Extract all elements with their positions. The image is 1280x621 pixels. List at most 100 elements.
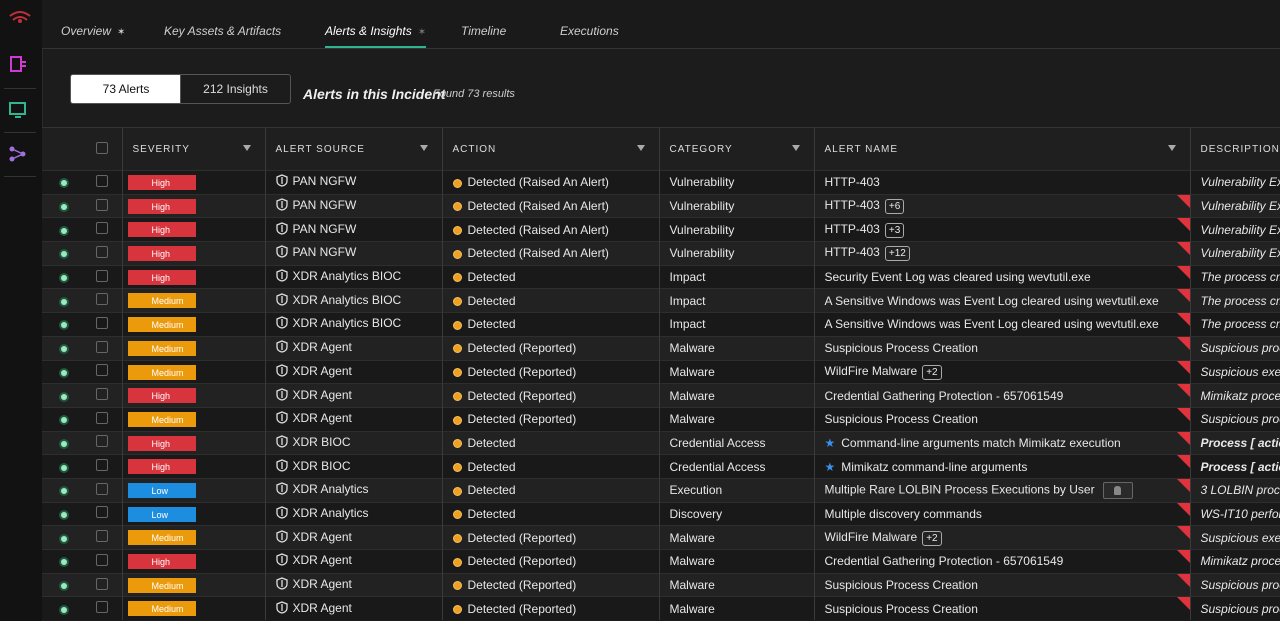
category-text: Malware: [670, 412, 715, 426]
filter-icon[interactable]: [1168, 145, 1176, 151]
row-checkbox[interactable]: [96, 175, 108, 187]
row-checkbox[interactable]: [96, 412, 108, 424]
tab[interactable]: Alerts & Insights✶: [325, 0, 426, 48]
source-icon: [276, 293, 288, 309]
filter-icon[interactable]: [792, 145, 800, 151]
row-checkbox[interactable]: [96, 459, 108, 471]
flag-corner: [1177, 526, 1190, 539]
severity-cell: Medium: [122, 289, 265, 313]
flag-corner: [1177, 479, 1190, 492]
severity-cell: Medium: [122, 573, 265, 597]
logo[interactable]: [7, 8, 33, 28]
user-icon[interactable]: [1103, 482, 1133, 499]
row-checkbox[interactable]: [96, 270, 108, 282]
filter-icon[interactable]: [420, 145, 428, 151]
alert-row[interactable]: HighXDR AgentDetected (Reported)MalwareC…: [42, 384, 1280, 408]
category-text: Credential Access: [670, 460, 766, 474]
row-checkbox[interactable]: [96, 483, 108, 495]
status-cell: [42, 407, 88, 431]
alert-row[interactable]: LowXDR AnalyticsDetectedExecutionMultipl…: [42, 478, 1280, 502]
alert-row[interactable]: MediumXDR AgentDetected (Reported)Malwar…: [42, 526, 1280, 550]
nav-icon[interactable]: [7, 54, 29, 74]
alert-row[interactable]: MediumXDR AgentDetected (Reported)Malwar…: [42, 360, 1280, 384]
alert-row[interactable]: HighXDR Analytics BIOCDetectedImpactSecu…: [42, 265, 1280, 289]
column-header: CATEGORY: [659, 128, 814, 171]
alert-name: WildFire Malware: [825, 364, 918, 378]
source-icon: [276, 269, 288, 285]
description-text: Suspicious proce: [1201, 578, 1280, 592]
source-icon: [276, 198, 288, 214]
alert-row[interactable]: HighPAN NGFWDetected (Raised An Alert)Vu…: [42, 194, 1280, 218]
count-badge[interactable]: +2: [922, 531, 941, 546]
row-checkbox[interactable]: [96, 435, 108, 447]
alert-row[interactable]: MediumXDR AgentDetected (Reported)Malwar…: [42, 573, 1280, 597]
alert-row[interactable]: MediumXDR AgentDetected (Reported)Malwar…: [42, 336, 1280, 360]
row-checkbox[interactable]: [96, 388, 108, 400]
count-badge[interactable]: +12: [885, 246, 910, 261]
row-checkbox[interactable]: [96, 506, 108, 518]
toggle-button[interactable]: 73 Alerts: [70, 74, 182, 104]
alert-row[interactable]: MediumXDR AgentDetected (Reported)Malwar…: [42, 407, 1280, 431]
alert-row[interactable]: HighPAN NGFWDetected (Raised An Alert)Vu…: [42, 242, 1280, 266]
row-checkbox[interactable]: [96, 530, 108, 542]
category-cell: Malware: [659, 573, 814, 597]
alert-name: Suspicious Process Creation: [825, 412, 978, 426]
row-checkbox[interactable]: [96, 199, 108, 211]
severity-cell: Medium: [122, 313, 265, 337]
alert-row[interactable]: HighXDR BIOCDetectedCredential Access★Mi…: [42, 455, 1280, 479]
description-cell: WS-IT10 perfor: [1190, 502, 1280, 526]
row-checkbox[interactable]: [96, 293, 108, 305]
severity-badge: High: [128, 246, 196, 261]
tab[interactable]: Timeline: [461, 0, 506, 48]
count-badge[interactable]: +2: [922, 365, 941, 380]
action-cell: Detected: [442, 431, 659, 455]
filter-icon[interactable]: [243, 145, 251, 151]
nav-icon[interactable]: [7, 144, 29, 164]
flag-corner: [1177, 432, 1190, 445]
name-cell: Multiple discovery commands: [814, 502, 1190, 526]
flag-corner: [1177, 337, 1190, 350]
tab[interactable]: Executions: [560, 0, 619, 48]
row-checkbox[interactable]: [96, 601, 108, 613]
action-icon: [453, 581, 462, 590]
source-cell: XDR Agent: [265, 573, 442, 597]
row-checkbox[interactable]: [96, 222, 108, 234]
alert-row[interactable]: MediumXDR AgentDetected (Reported)Malwar…: [42, 597, 1280, 620]
row-checkbox[interactable]: [96, 578, 108, 590]
status-dot: [61, 394, 67, 400]
alert-row[interactable]: HighPAN NGFWDetected (Raised An Alert)Vu…: [42, 171, 1280, 195]
alert-row[interactable]: HighXDR BIOCDetectedCredential Access★Co…: [42, 431, 1280, 455]
select-all[interactable]: [96, 142, 108, 154]
action-cell: Detected (Reported): [442, 573, 659, 597]
row-checkbox[interactable]: [96, 364, 108, 376]
alert-row[interactable]: MediumXDR Analytics BIOCDetectedImpactA …: [42, 289, 1280, 313]
row-checkbox[interactable]: [96, 341, 108, 353]
count-badge[interactable]: +3: [885, 223, 904, 238]
alert-name: Mimikatz command-line arguments: [841, 460, 1027, 474]
alert-row[interactable]: MediumXDR Analytics BIOCDetectedImpactA …: [42, 313, 1280, 337]
alert-name: Multiple discovery commands: [825, 507, 982, 521]
tab[interactable]: Overview✶: [61, 0, 125, 48]
row-checkbox[interactable]: [96, 246, 108, 258]
source-text: XDR Agent: [293, 411, 352, 425]
name-cell: HTTP-403: [814, 171, 1190, 195]
filter-icon[interactable]: [637, 145, 645, 151]
action-cell: Detected (Raised An Alert): [442, 218, 659, 242]
tab[interactable]: Key Assets & Artifacts: [164, 0, 281, 48]
alert-row[interactable]: HighXDR AgentDetected (Reported)MalwareC…: [42, 550, 1280, 574]
flag-corner: [1177, 289, 1190, 302]
count-badge[interactable]: +6: [885, 199, 904, 214]
column-header: ACTION: [442, 128, 659, 171]
nav-icon[interactable]: [7, 100, 29, 120]
category-cell: Execution: [659, 478, 814, 502]
row-checkbox[interactable]: [96, 317, 108, 329]
row-checkbox[interactable]: [96, 554, 108, 566]
description-cell: Vulnerability Exp: [1190, 218, 1280, 242]
description-text: Vulnerability Exp: [1201, 175, 1280, 189]
tab-label: Executions: [560, 24, 619, 38]
toggle-button[interactable]: 212 Insights: [180, 74, 291, 104]
alert-row[interactable]: HighPAN NGFWDetected (Raised An Alert)Vu…: [42, 218, 1280, 242]
alert-name: HTTP-403: [825, 245, 880, 259]
status-dot: [61, 322, 67, 328]
alert-row[interactable]: LowXDR AnalyticsDetectedDiscoveryMultipl…: [42, 502, 1280, 526]
